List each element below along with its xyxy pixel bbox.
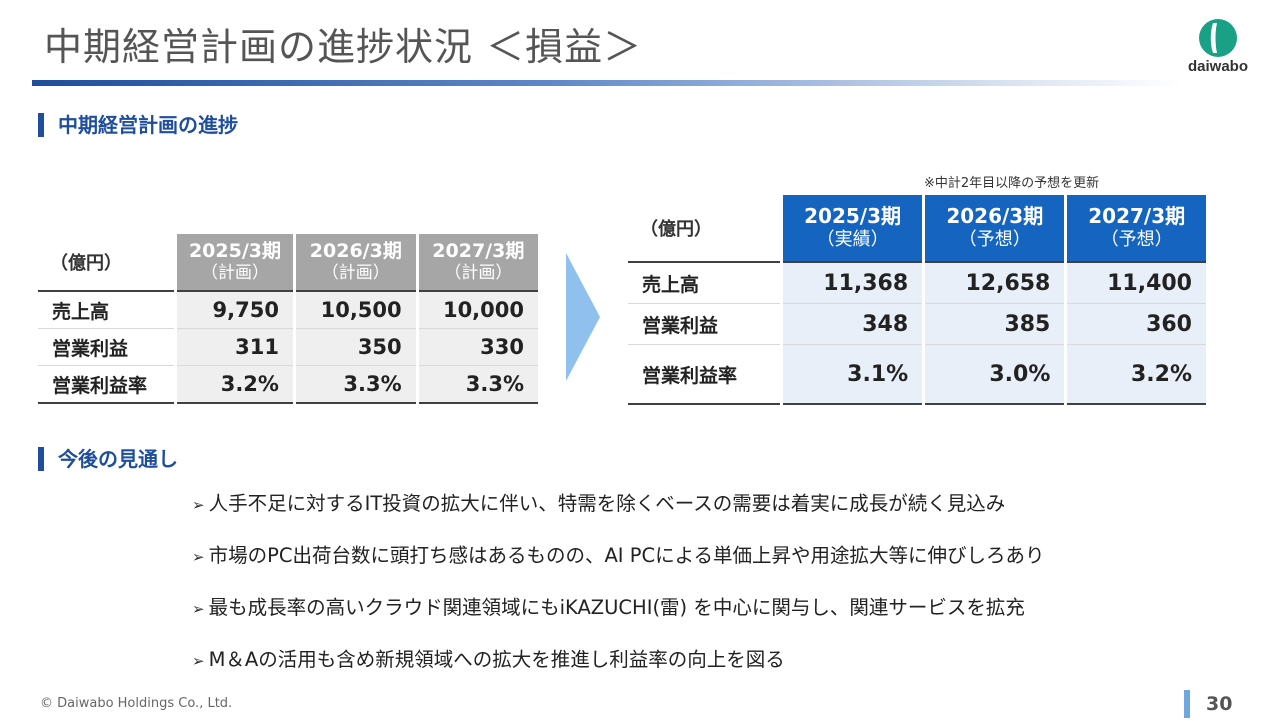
arrow-bullet-icon: ➢ [192, 548, 205, 566]
arrow-bullet-icon: ➢ [192, 652, 205, 670]
daiwabo-logo: daiwabo [1186, 18, 1250, 78]
page-number-bar [1184, 690, 1190, 718]
table-cell: 10,500 [292, 290, 418, 329]
forecast-col-year: 2025/3期 [804, 204, 902, 228]
table-cell: 3.2% [174, 365, 295, 404]
plan-col-year: 2025/3期 [188, 240, 281, 262]
row-label-sales: 売上高 [628, 261, 782, 304]
table-cell: 3.3% [292, 365, 418, 404]
forecast-update-note: ※中計2年目以降の予想を更新 [924, 176, 1100, 191]
forecast-col-sub: （予想） [1100, 229, 1173, 250]
forecast-col-year: 2027/3期 [1088, 204, 1186, 228]
table-row: 営業利益 348 385 360 [628, 303, 1206, 345]
list-item: ➢ 市場のPC出荷台数に頭打ち感はあるものの、AI PCによる単価上昇や用途拡大等… [192, 542, 1045, 594]
bullet-text: 人手不足に対するIT投資の拡大に伴い、特需を除くベースの需要は着実に成長が続く見… [208, 492, 1006, 515]
forecast-unit-label: （億円） [628, 195, 782, 262]
bullet-text: 市場のPC出荷台数に頭打ち感はあるものの、AI PCによる単価上昇や用途拡大等に… [208, 544, 1045, 567]
table-cell: 3.3% [415, 365, 538, 404]
section-heading-outlook: 今後の見通し [38, 446, 178, 472]
table-row: 売上高 11,368 12,658 11,400 [628, 261, 1206, 304]
plan-col-header: 2026/3期 （計画） [292, 234, 418, 291]
forecast-col-header: 2026/3期 （予想） [922, 195, 1066, 262]
table-cell: 360 [1064, 303, 1206, 345]
table-cell: 350 [292, 328, 418, 366]
table-cell: 10,000 [415, 290, 538, 329]
table-cell: 3.0% [922, 344, 1066, 405]
plan-col-header: 2027/3期 （計画） [415, 234, 538, 291]
logo-text: daiwabo [1187, 58, 1248, 75]
row-label-operating-profit: 営業利益 [628, 303, 782, 345]
plan-col-sub: （計画） [200, 263, 269, 283]
forecast-col-header: 2027/3期 （予想） [1064, 195, 1206, 262]
title-underline [32, 80, 1182, 86]
plan-col-sub: （計画） [321, 263, 390, 283]
row-label-margin: 営業利益率 [38, 365, 176, 404]
page-title: 中期経営計画の進捗状況 ＜損益＞ [44, 25, 643, 69]
table-cell: 385 [922, 303, 1066, 345]
arrow-right-icon [566, 253, 600, 381]
table-cell: 3.1% [779, 344, 924, 405]
plan-table: （億円） 2025/3期 （計画） 2026/3期 （計画） 2027/3期 （… [38, 234, 538, 404]
page-number: 30 [1206, 693, 1233, 715]
table-cell: 11,368 [779, 261, 924, 304]
forecast-col-header: 2025/3期 （実績） [779, 195, 924, 262]
list-item: ➢ 人手不足に対するIT投資の拡大に伴い、特需を除くベースの需要は着実に成長が続く… [192, 490, 1045, 542]
section-heading-progress: 中期経営計画の進捗 [38, 112, 238, 138]
bullet-text: M＆Aの活用も含め新規領域への拡大を推進し利益率の向上を図る [208, 648, 785, 671]
forecast-col-sub: （実績） [816, 229, 889, 250]
table-cell: 348 [779, 303, 924, 345]
bullet-text: 最も成長率の高いクラウド関連領域にもiKAZUCHI(雷) を中心に関与し、関連… [208, 596, 1025, 619]
forecast-col-sub: （予想） [958, 229, 1031, 250]
forecast-col-year: 2026/3期 [946, 204, 1044, 228]
plan-col-year: 2027/3期 [432, 240, 525, 262]
table-cell: 3.2% [1064, 344, 1206, 405]
daiwabo-logo-icon [1199, 19, 1237, 57]
table-cell: 330 [415, 328, 538, 366]
plan-unit-label: （億円） [38, 234, 176, 291]
plan-col-sub: （計画） [444, 263, 513, 283]
list-item: ➢ M＆Aの活用も含め新規領域への拡大を推進し利益率の向上を図る [192, 646, 1045, 698]
table-cell: 9,750 [174, 290, 295, 329]
outlook-bullet-list: ➢ 人手不足に対するIT投資の拡大に伴い、特需を除くベースの需要は着実に成長が続く… [192, 490, 1045, 698]
table-cell: 11,400 [1064, 261, 1206, 304]
table-cell: 311 [174, 328, 295, 366]
table-row: 売上高 9,750 10,500 10,000 [38, 290, 538, 329]
table-cell: 12,658 [922, 261, 1066, 304]
plan-col-header: 2025/3期 （計画） [174, 234, 295, 291]
table-row: 営業利益 311 350 330 [38, 328, 538, 366]
copyright: © Daiwabo Holdings Co., Ltd. [40, 696, 233, 711]
row-label-sales: 売上高 [38, 290, 176, 329]
row-label-margin: 営業利益率 [628, 344, 782, 405]
arrow-bullet-icon: ➢ [192, 496, 205, 514]
list-item: ➢ 最も成長率の高いクラウド関連領域にもiKAZUCHI(雷) を中心に関与し、関… [192, 594, 1045, 646]
table-row: 営業利益率 3.2% 3.3% 3.3% [38, 365, 538, 404]
row-label-operating-profit: 営業利益 [38, 328, 176, 366]
arrow-bullet-icon: ➢ [192, 600, 205, 618]
plan-col-year: 2026/3期 [309, 240, 402, 262]
table-row: 営業利益率 3.1% 3.0% 3.2% [628, 344, 1206, 405]
forecast-table: （億円） 2025/3期 （実績） 2026/3期 （予想） 2027/3期 （… [628, 195, 1206, 405]
